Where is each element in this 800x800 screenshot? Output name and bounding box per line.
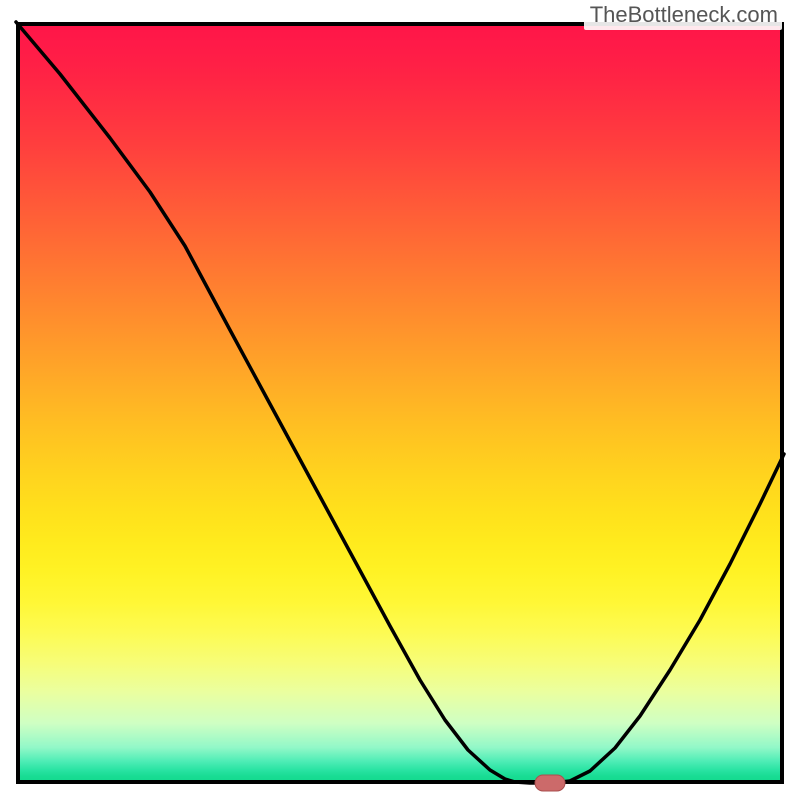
bottleneck-chart: TheBottleneck.com — [0, 0, 800, 800]
chart-canvas — [0, 0, 800, 800]
optimal-point-marker — [535, 775, 565, 791]
attribution-label: TheBottleneck.com — [584, 0, 782, 30]
